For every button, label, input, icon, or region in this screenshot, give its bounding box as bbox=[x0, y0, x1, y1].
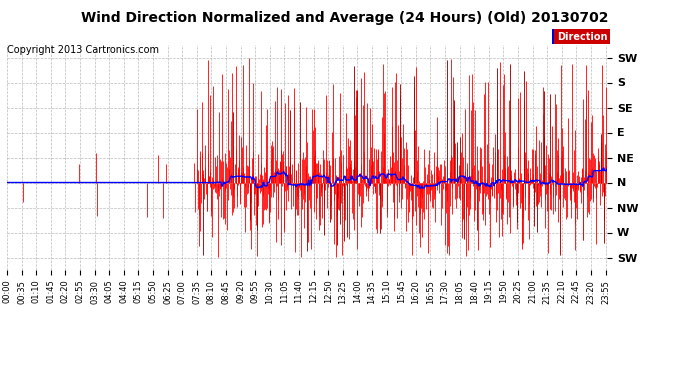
Text: Copyright 2013 Cartronics.com: Copyright 2013 Cartronics.com bbox=[7, 45, 159, 55]
Text: Median: Median bbox=[555, 32, 595, 42]
Text: Wind Direction Normalized and Average (24 Hours) (Old) 20130702: Wind Direction Normalized and Average (2… bbox=[81, 11, 609, 25]
Text: Direction: Direction bbox=[557, 32, 607, 42]
